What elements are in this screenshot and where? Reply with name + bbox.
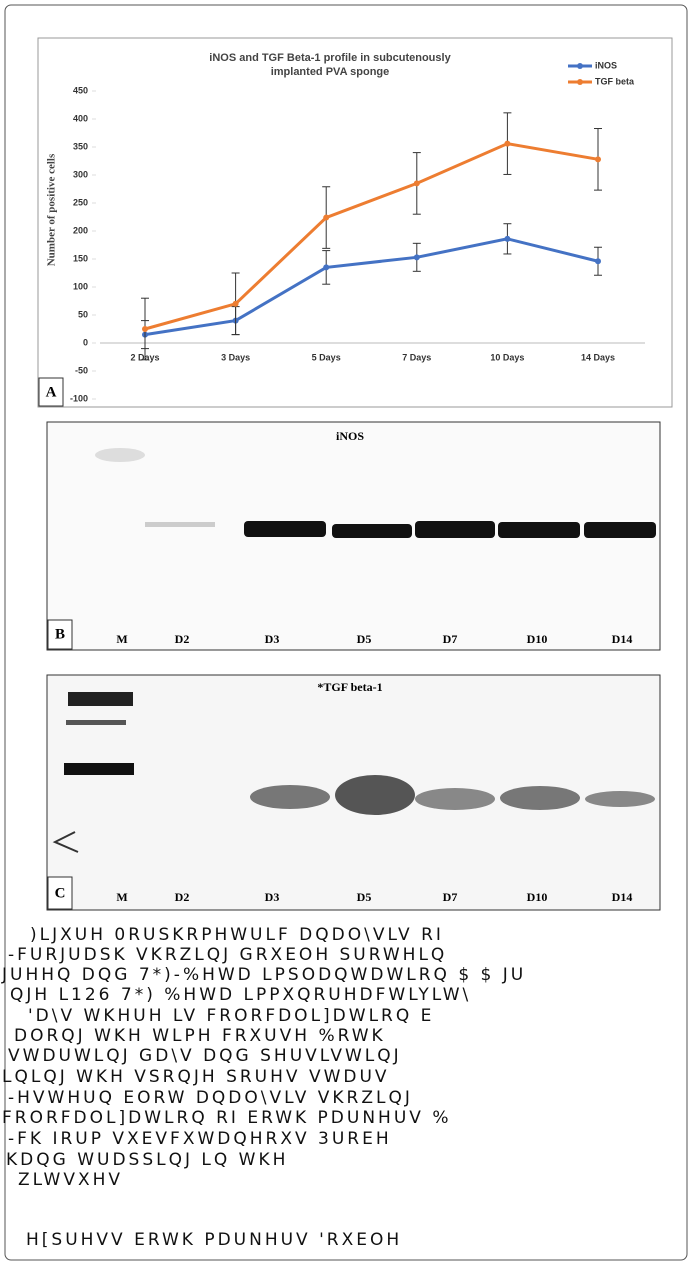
lane-label: D10 (527, 890, 548, 904)
band (498, 522, 580, 538)
y-tick-label: 450 (73, 85, 88, 95)
x-tick-label: 5 Days (312, 352, 341, 362)
point (142, 326, 148, 332)
y-tick-label: 250 (73, 197, 88, 207)
lane-label: D7 (443, 632, 458, 646)
y-tick-label: -100 (70, 393, 88, 403)
caption-line: H[SUHVV ERWK PDUNHUV 'RXEOH (26, 1230, 402, 1250)
point (504, 235, 511, 242)
marker-band (52, 831, 79, 853)
x-tick-label: 3 Days (221, 352, 250, 362)
marker-band (68, 692, 133, 706)
band (244, 521, 326, 537)
y-tick-label: 350 (73, 141, 88, 151)
caption-line: JUHHQ DQG 7*)-%HWD LPSODQWDWLRQ $ $ JU (1, 965, 526, 985)
lane-label: D3 (265, 890, 280, 904)
marker-band (64, 763, 134, 775)
caption-line: -FK IRUP VXEVFXWDQHRXV 3UREH (8, 1129, 392, 1149)
y-tick-label: 200 (73, 225, 88, 235)
point (595, 156, 601, 163)
band (415, 788, 495, 810)
chart-frame (37, 37, 673, 408)
blot-title: *TGF beta-1 (317, 680, 382, 694)
legend-swatch (577, 79, 583, 85)
band (145, 522, 215, 527)
marker-band (95, 448, 145, 462)
y-tick-label: 150 (73, 253, 88, 263)
band (415, 521, 495, 538)
y-tick-label: -50 (75, 365, 88, 375)
lane-label: M (116, 632, 127, 646)
caption-line: QJH L126 7*) %HWD LPPXQRUHDFWLYLW\ (10, 985, 471, 1005)
lane-label: D3 (265, 632, 280, 646)
legend-label: TGF beta (595, 76, 635, 86)
y-axis-label: Number of positive cells (46, 153, 58, 266)
y-tick-label: 0 (83, 337, 88, 347)
lane-label: M (116, 890, 127, 904)
caption-line: ZLWVXHV (18, 1170, 123, 1190)
x-tick-label: 14 Days (581, 352, 615, 362)
chart-a: iNOS and TGF Beta-1 profile in subcuteno… (37, 37, 673, 408)
caption-line: )LJXUH 0RUSKRPHWULF DQDO\VLV RI (30, 925, 444, 945)
point (413, 180, 420, 187)
chart-title: iNOS and TGF Beta-1 profile in subcuteno… (209, 52, 451, 64)
panel-box (38, 377, 64, 407)
band (584, 522, 656, 538)
caption-line: 'D\V WKHUH LV FRORFDOL]DWLRQ E (28, 1006, 434, 1026)
blot-b (46, 421, 661, 651)
series-line (144, 142, 599, 331)
caption-line: KDQG WUDSSLQJ LQ WKH (6, 1150, 288, 1170)
caption-line: VWDUWLQJ GD\V DQG SHUVLVWLQJ (8, 1046, 402, 1066)
caption-line: -FURJUDSK VKRZLQJ GRXEOH SURWHLQ (8, 945, 447, 965)
marker-band (66, 720, 126, 725)
point (323, 264, 330, 271)
band (500, 786, 580, 810)
chart-subtitle: implanted PVA sponge (271, 66, 390, 78)
point (595, 258, 601, 265)
lane-label: D2 (175, 890, 190, 904)
y-tick-label: 300 (73, 169, 88, 179)
caption-line: -HVWHUQ EORW DQDO\VLV VKRZLQJ (8, 1088, 413, 1108)
x-tick-label: 7 Days (402, 352, 431, 362)
lane-label: D5 (357, 632, 372, 646)
panel-label: C (55, 885, 66, 901)
y-tick-label: 50 (78, 309, 88, 319)
y-tick-label: 100 (73, 281, 88, 291)
panel-box (47, 876, 73, 910)
lane-label: D10 (527, 632, 548, 646)
caption: )LJXUH 0RUSKRPHWULF DQDO\VLV RI-FURJUDSK… (1, 925, 526, 1250)
panel-label: A (46, 384, 57, 400)
point (323, 214, 330, 221)
caption-line: DORQJ WKH WLPH FRXUVH %RWK (14, 1026, 386, 1046)
band (585, 791, 655, 807)
frame (4, 4, 688, 1261)
lane-label: D7 (443, 890, 458, 904)
point (504, 140, 511, 147)
blot-c (46, 674, 661, 911)
caption-line: FRORFDOL]DWLRQ RI ERWK PDUNHUV % (2, 1108, 451, 1128)
point (232, 300, 239, 307)
panel-box (47, 619, 73, 650)
caption-line: LQLQJ WKH VSRQJH SRUHV VWDUV (2, 1067, 390, 1087)
y-tick-label: 400 (73, 113, 88, 123)
series-line (144, 237, 599, 337)
band (335, 775, 415, 815)
legend-label: iNOS (595, 60, 617, 70)
x-tick-label: 10 Days (490, 352, 524, 362)
legend-swatch (577, 63, 583, 69)
band (250, 785, 330, 809)
blot-title: iNOS (336, 429, 364, 443)
band (332, 524, 412, 538)
lane-label: D14 (612, 632, 633, 646)
panel-label: B (55, 626, 65, 642)
lane-label: D5 (357, 890, 372, 904)
lane-label: D14 (612, 890, 633, 904)
lane-label: D2 (175, 632, 190, 646)
point (413, 254, 420, 261)
